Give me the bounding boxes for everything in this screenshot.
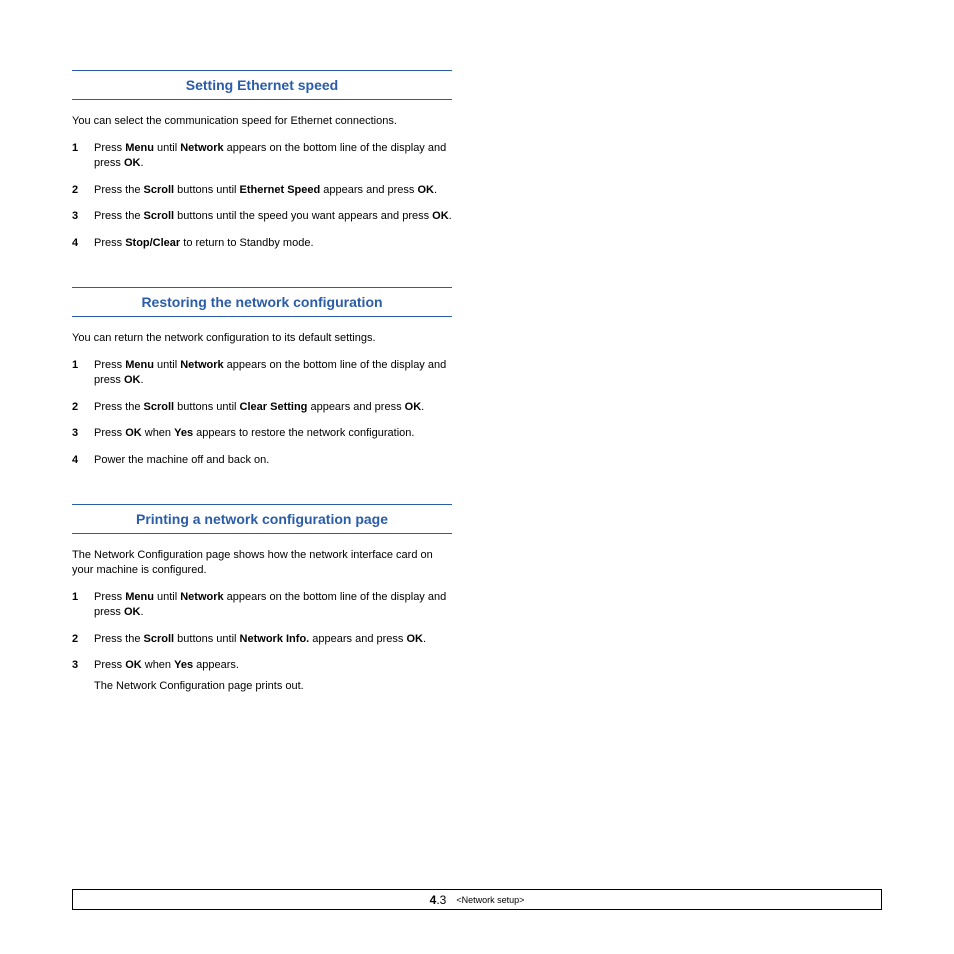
step-text: Power the machine off and back on. [94, 453, 452, 468]
step-number: 3 [72, 658, 94, 694]
section-intro: The Network Configuration page shows how… [72, 548, 452, 578]
instruction-step: 1Press Menu until Network appears on the… [72, 590, 452, 620]
section-heading: Restoring the network configuration [72, 287, 452, 317]
instruction-step: 2Press the Scroll buttons until Clear Se… [72, 400, 452, 415]
step-number: 2 [72, 632, 94, 647]
document-column: Setting Ethernet speed You can select the… [72, 70, 452, 706]
step-text: Press Menu until Network appears on the … [94, 141, 452, 171]
section-heading: Setting Ethernet speed [72, 70, 452, 100]
step-number: 3 [72, 426, 94, 441]
step-number: 2 [72, 183, 94, 198]
instruction-step: 3Press the Scroll buttons until the spee… [72, 209, 452, 224]
instruction-step: 1Press Menu until Network appears on the… [72, 141, 452, 171]
instruction-step: 2Press the Scroll buttons until Network … [72, 632, 452, 647]
instruction-step: 4Press Stop/Clear to return to Standby m… [72, 236, 452, 251]
step-text: Press Menu until Network appears on the … [94, 590, 452, 620]
step-text: Press the Scroll buttons until Ethernet … [94, 183, 452, 198]
step-text: Press the Scroll buttons until Network I… [94, 632, 452, 647]
step-text: Press Stop/Clear to return to Standby mo… [94, 236, 452, 251]
page-section-label: <Network setup> [456, 895, 524, 905]
step-text: Press the Scroll buttons until the speed… [94, 209, 452, 224]
step-text: Press OK when Yes appears.The Network Co… [94, 658, 452, 694]
instruction-step: 3Press OK when Yes appears.The Network C… [72, 658, 452, 694]
step-number: 2 [72, 400, 94, 415]
step-number: 4 [72, 236, 94, 251]
instruction-step: 4Power the machine off and back on. [72, 453, 452, 468]
step-subtext: The Network Configuration page prints ou… [94, 679, 452, 694]
step-text: Press Menu until Network appears on the … [94, 358, 452, 388]
step-number: 1 [72, 141, 94, 171]
instruction-step: 2Press the Scroll buttons until Ethernet… [72, 183, 452, 198]
section-heading: Printing a network configuration page [72, 504, 452, 534]
step-text: Press OK when Yes appears to restore the… [94, 426, 452, 441]
step-number: 3 [72, 209, 94, 224]
step-number: 4 [72, 453, 94, 468]
section-intro: You can select the communication speed f… [72, 114, 452, 129]
instruction-step: 1Press Menu until Network appears on the… [72, 358, 452, 388]
page-number-page: .3 [436, 893, 446, 907]
step-number: 1 [72, 358, 94, 388]
instruction-step: 3Press OK when Yes appears to restore th… [72, 426, 452, 441]
step-text: Press the Scroll buttons until Clear Set… [94, 400, 452, 415]
section-intro: You can return the network configuration… [72, 331, 452, 346]
page-footer: 4.3 <Network setup> [72, 889, 882, 910]
page-number-chapter: 4 [430, 893, 437, 907]
step-number: 1 [72, 590, 94, 620]
